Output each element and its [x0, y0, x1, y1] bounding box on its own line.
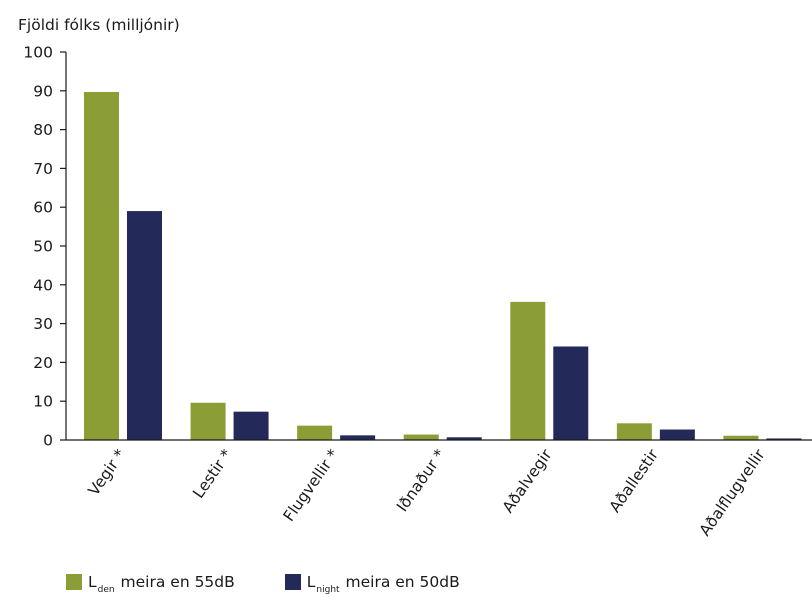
y-tick-label: 10	[33, 393, 53, 411]
x-tick-label: Aðallestir	[606, 445, 663, 515]
y-tick-label: 20	[33, 354, 53, 372]
y-tick-label: 50	[33, 238, 53, 256]
x-axis: Vegir * Lestir * Flugvellir * Iðnaður * Aðal…	[66, 439, 812, 539]
x-tick-label: Iðnaður *	[393, 446, 449, 515]
bar-lnight	[766, 438, 802, 440]
y-tick-label: 90	[33, 82, 53, 100]
bars	[84, 91, 802, 441]
bar-lden	[297, 425, 333, 440]
bar-lden	[510, 301, 546, 440]
y-tick-label: 40	[33, 276, 53, 294]
bar-lnight	[553, 346, 589, 440]
y-tick-label: 80	[33, 121, 53, 139]
bar-lnight	[233, 411, 269, 440]
y-tick-label: 100	[23, 44, 53, 62]
bar-lden	[84, 91, 119, 441]
legend-swatch-lden	[66, 574, 82, 590]
x-tick-label: Flugvellir *	[280, 446, 343, 525]
bar-lnight	[446, 437, 482, 440]
y-tick-label: 30	[33, 315, 53, 333]
bar-lnight	[340, 435, 376, 440]
y-tick-label: 0	[43, 432, 53, 450]
x-tick-label: Vegir *	[85, 446, 130, 499]
legend: Lden meira en 55dB Lnight meira en 50dB	[66, 573, 510, 595]
legend-swatch-lnight	[284, 574, 301, 590]
bar-lnight	[127, 211, 162, 440]
bar-lden	[403, 434, 439, 440]
y-axis-title: Fjöldi fólks (milljónir)	[18, 16, 180, 34]
bar-chart: Fjöldi fólks (milljónir) 0 10 20 30 40 50 60 70…	[18, 16, 812, 539]
legend-item-lnight: Lnight meira en 50dB	[284, 573, 460, 595]
y-tick-label: 60	[33, 199, 53, 217]
bar-lden	[723, 435, 759, 440]
y-axis: 0 10 20 30 40 50 60 70 80 90 100	[23, 44, 67, 450]
bar-lnight	[659, 429, 695, 440]
legend-item-lden: Lden meira en 55dB	[66, 573, 235, 595]
legend-label-lnight: Lnight meira en 50dB	[306, 573, 460, 595]
x-tick-label: Lestir *	[189, 446, 236, 502]
x-tick-label: Aðalflugvellir	[696, 445, 769, 539]
bar-lden	[190, 402, 226, 440]
legend-label-lden: Lden meira en 55dB	[88, 573, 235, 595]
bar-lden	[616, 423, 652, 440]
x-tick-label: Aðalvegir	[499, 445, 556, 516]
y-tick-label: 70	[33, 160, 53, 178]
